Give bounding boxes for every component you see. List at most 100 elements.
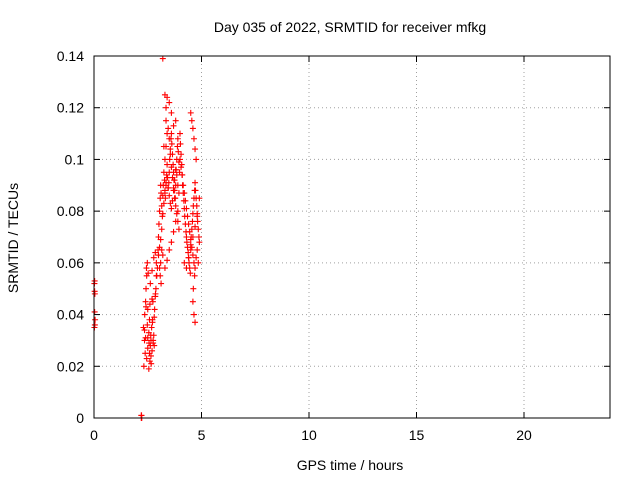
data-point bbox=[183, 239, 190, 246]
data-point bbox=[149, 316, 156, 323]
data-point bbox=[168, 239, 175, 246]
data-point bbox=[190, 311, 197, 318]
data-point bbox=[175, 148, 182, 155]
data-point bbox=[159, 210, 166, 217]
data-point bbox=[194, 246, 201, 253]
data-point bbox=[194, 218, 201, 225]
data-point bbox=[148, 324, 155, 331]
x-tick-label: 0 bbox=[90, 427, 98, 443]
data-point bbox=[164, 174, 171, 181]
data-point bbox=[157, 259, 164, 266]
data-point bbox=[170, 228, 177, 235]
data-point bbox=[165, 125, 172, 132]
data-point bbox=[184, 213, 191, 220]
data-point bbox=[193, 254, 200, 261]
data-point bbox=[169, 174, 176, 181]
data-point bbox=[149, 267, 156, 274]
tick-labels: 0 5 10 15 20 0 0.02 0.04 0.06 0.08 0.1 0.12 0.14 bbox=[57, 48, 532, 443]
y-tick-label: 0.06 bbox=[57, 255, 84, 271]
data-point bbox=[151, 306, 158, 313]
data-point bbox=[173, 210, 180, 217]
data-point bbox=[160, 200, 167, 207]
data-point bbox=[195, 259, 202, 266]
data-point bbox=[168, 205, 175, 212]
data-point bbox=[149, 347, 156, 354]
data-point bbox=[156, 265, 163, 272]
data-point bbox=[138, 412, 145, 419]
data-point bbox=[178, 151, 185, 158]
data-point bbox=[91, 308, 98, 315]
data-point bbox=[149, 298, 156, 305]
data-point bbox=[185, 249, 192, 256]
data-point bbox=[185, 221, 192, 228]
data-point bbox=[172, 166, 179, 173]
data-point bbox=[145, 270, 152, 277]
data-point bbox=[174, 143, 181, 150]
chart-title: Day 035 of 2022, SRMTID for receiver mfk… bbox=[214, 19, 486, 35]
data-point bbox=[160, 143, 167, 150]
y-tick-label: 0 bbox=[76, 410, 84, 426]
data-point bbox=[178, 164, 185, 171]
data-point bbox=[140, 324, 147, 331]
data-point bbox=[175, 159, 182, 166]
data-point bbox=[168, 140, 175, 147]
data-point bbox=[163, 104, 170, 111]
data-point bbox=[160, 169, 167, 176]
data-point bbox=[158, 246, 165, 253]
data-point bbox=[161, 156, 168, 163]
data-point bbox=[189, 234, 196, 240]
data-point bbox=[168, 109, 175, 116]
data-point bbox=[141, 337, 148, 344]
data-point bbox=[189, 218, 196, 225]
data-point bbox=[174, 135, 181, 142]
data-point bbox=[192, 319, 199, 326]
y-tick-label: 0.14 bbox=[57, 48, 84, 64]
data-point bbox=[177, 156, 183, 163]
data-point bbox=[192, 179, 199, 186]
data-point bbox=[161, 91, 168, 98]
data-point bbox=[171, 195, 178, 202]
data-point bbox=[185, 254, 192, 261]
data-point bbox=[174, 208, 181, 215]
x-tick-label: 5 bbox=[198, 427, 206, 443]
data-point bbox=[174, 218, 181, 225]
y-axis-label: SRMTID / TECUs bbox=[5, 183, 21, 293]
data-point bbox=[187, 246, 194, 253]
y-tick-label: 0.02 bbox=[57, 358, 84, 374]
data-point bbox=[146, 350, 153, 357]
data-point bbox=[147, 332, 154, 339]
data-point bbox=[166, 99, 173, 106]
data-point bbox=[192, 187, 199, 194]
x-tick-label: 20 bbox=[516, 427, 532, 443]
data-point bbox=[144, 259, 151, 266]
data-point bbox=[143, 355, 150, 362]
data-point bbox=[186, 228, 193, 235]
data-point bbox=[192, 146, 199, 153]
data-point bbox=[192, 265, 199, 272]
data-point bbox=[140, 363, 147, 370]
data-point bbox=[152, 290, 159, 297]
data-point bbox=[190, 135, 197, 142]
x-tick-label: 15 bbox=[409, 427, 425, 443]
data-point bbox=[151, 342, 158, 349]
axis-ticks bbox=[93, 55, 610, 419]
data-point bbox=[146, 301, 153, 308]
data-point bbox=[170, 184, 177, 191]
data-point bbox=[175, 226, 182, 233]
y-tick-label: 0.04 bbox=[57, 307, 84, 323]
plot-frame bbox=[93, 55, 611, 419]
y-tick-label: 0.08 bbox=[57, 203, 84, 219]
x-axis-label: GPS time / hours bbox=[297, 457, 404, 473]
data-point bbox=[147, 280, 154, 287]
data-point bbox=[172, 117, 179, 124]
data-point bbox=[189, 298, 196, 305]
data-point bbox=[172, 202, 179, 209]
data-point bbox=[92, 316, 99, 323]
data-point bbox=[181, 190, 188, 197]
data-point bbox=[168, 164, 175, 171]
data-point bbox=[183, 205, 190, 212]
data-point bbox=[182, 197, 189, 204]
data-point bbox=[143, 285, 150, 292]
data-point bbox=[158, 280, 165, 287]
